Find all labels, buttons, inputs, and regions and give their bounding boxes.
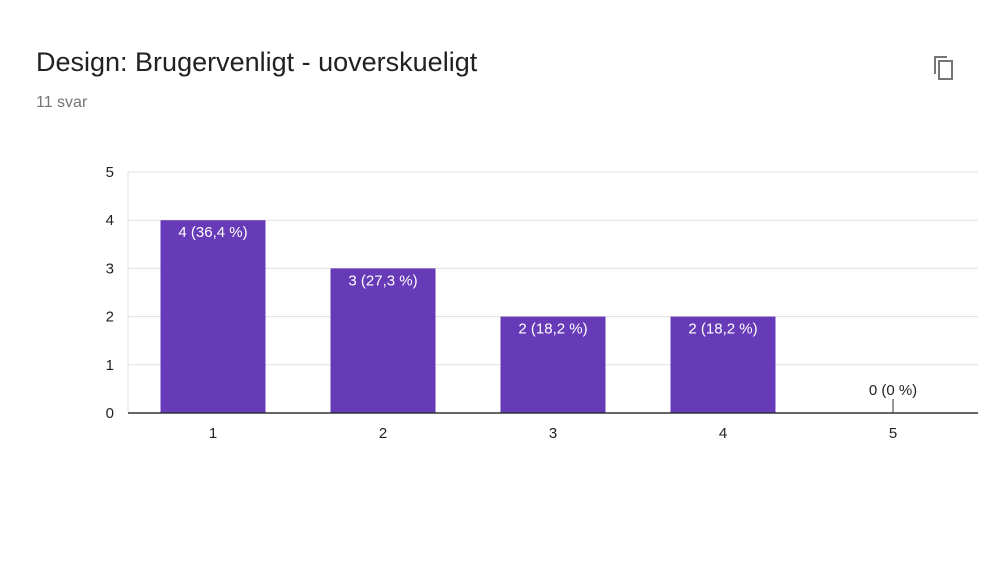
x-tick-label: 2 [379,425,387,442]
x-tick-label: 4 [719,425,727,442]
bar-data-label: 2 (18,2 %) [518,321,587,338]
y-tick-label: 1 [106,357,114,374]
chart-title: Design: Brugervenligt - uoverskueligt [36,47,478,77]
bar-data-label: 3 (27,3 %) [348,272,417,289]
bar-data-label: 0 (0 %) [869,382,917,399]
x-tick-label: 3 [549,425,557,442]
x-tick-label: 1 [209,425,217,442]
y-tick-label: 3 [106,260,114,277]
y-tick-label: 2 [106,309,114,326]
bar [670,316,776,413]
copy-icon [934,56,953,80]
bar-data-label: 4 (36,4 %) [178,224,247,241]
y-tick-label: 4 [106,212,114,229]
response-count: 11 svar [36,94,88,111]
bar-data-label: 2 (18,2 %) [688,321,757,338]
bar [500,316,606,413]
y-tick-label: 5 [106,164,114,181]
y-tick-label: 0 [106,405,114,422]
x-tick-label: 5 [889,425,897,442]
copy-chart-button[interactable] [930,52,960,84]
bar [160,220,266,413]
bar [330,268,436,413]
